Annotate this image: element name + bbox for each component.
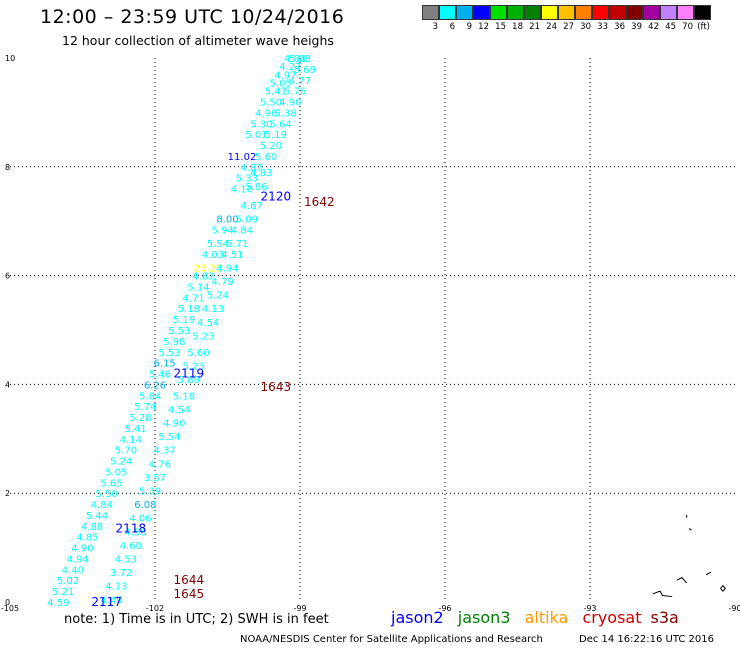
swh-value-label: 5.20	[260, 141, 282, 152]
swh-value-label: 4.59	[47, 598, 69, 609]
swh-value-label: 4.40	[62, 565, 84, 576]
swh-value-label: 3.72	[110, 568, 132, 579]
pass-number-label: 1642	[304, 195, 335, 209]
swh-value-label: 5.44	[86, 511, 108, 522]
swh-value-label: 5.41	[125, 424, 147, 435]
swh-value-label: 5.38	[274, 108, 296, 119]
coastline-segment	[706, 572, 711, 575]
swh-value-label: 5.19	[265, 130, 287, 141]
pass-number-label: 2117	[91, 595, 122, 609]
swh-value-label: 4.13	[105, 582, 127, 593]
swh-value-label: 6.15	[154, 359, 176, 370]
swh-value-label: 4.53	[115, 554, 137, 565]
swh-value-label: 4.54	[197, 318, 219, 329]
swh-value-label: 5.70	[115, 446, 137, 457]
swh-value-label: 5.24	[207, 291, 229, 302]
swh-value-label: 5.64	[270, 119, 292, 130]
swh-value-label: 5.53	[158, 348, 180, 359]
pass-number-label: 1643	[261, 380, 292, 394]
swh-value-label: 4.54	[168, 405, 190, 416]
swh-value-label: 4.60	[120, 541, 142, 552]
satellite-s3a: s3a	[651, 608, 679, 627]
y-tick-label: 2	[5, 489, 10, 498]
swh-value-label: 4.90	[163, 418, 185, 429]
swh-value-label: 5.50	[96, 489, 118, 500]
swh-value-label: 4.51	[221, 250, 243, 261]
y-tick-label: 10	[5, 54, 15, 63]
y-tick-label: 8	[5, 163, 10, 172]
swh-value-label: 4.90	[279, 98, 301, 109]
swh-value-label: 5.18	[178, 304, 200, 315]
swh-value-label: 5.09	[236, 214, 258, 225]
swh-value-label: 4.94	[67, 554, 89, 565]
credit-line: NOAA/NESDIS Center for Satellite Applica…	[240, 634, 543, 645]
swh-value-label: 5.21	[52, 587, 74, 598]
coastline-segment	[689, 529, 691, 531]
swh-value-label: 5.60	[255, 152, 277, 163]
swh-value-label: 5.18	[173, 391, 195, 402]
swh-value-label: 4.77	[289, 76, 311, 87]
swh-value-label: 5.46	[149, 370, 171, 381]
pass-number-label: 1644	[174, 573, 205, 587]
swh-value-label: 4.37	[154, 446, 176, 457]
swh-value-label: 6.26	[144, 380, 166, 391]
satellite-legend: jason2 jason3 altika cryosat s3a	[391, 608, 688, 627]
swh-value-label: 5.98	[163, 337, 185, 348]
swh-value-label: 5.54	[158, 432, 180, 443]
swh-value-label: 4.67	[241, 201, 263, 212]
swh-value-label: 6.08	[134, 500, 156, 511]
swh-value-label: 5.23	[192, 331, 214, 342]
swh-value-label: 5.74	[134, 402, 156, 413]
swh-value-label: 4.79	[212, 277, 234, 288]
swh-value-label: 4.76	[149, 459, 171, 470]
swh-value-label: 5.71	[226, 239, 248, 250]
coastline-segment	[653, 591, 672, 596]
swh-value-label: 4.94	[216, 263, 238, 274]
coastline-segment	[721, 586, 726, 591]
swh-value-label: 5.84	[139, 391, 161, 402]
pass-number-label: 1645	[174, 587, 205, 601]
swh-value-label: 5.24	[110, 457, 132, 468]
swh-value-label: 5.19	[173, 315, 195, 326]
y-tick-label: 6	[5, 272, 10, 281]
swh-value-label: 5.69	[294, 65, 316, 76]
swh-value-label: 4.90	[71, 544, 93, 555]
swh-value-label: 4.13	[202, 304, 224, 315]
y-tick-label: 0	[5, 598, 10, 607]
swh-value-label: 3.57	[144, 473, 166, 484]
swh-value-label: 5.28	[129, 413, 151, 424]
swh-value-label: 4.88	[81, 522, 103, 533]
swh-value-label: 5.65	[100, 478, 122, 489]
satellite-cryosat: cryosat	[582, 608, 641, 627]
pass-number-label: 2120	[261, 190, 292, 204]
swh-value-label: 5.05	[105, 467, 127, 478]
swh-value-label: 4.83	[250, 168, 272, 179]
swh-value-label: 5.53	[168, 326, 190, 337]
y-tick-label: 4	[5, 380, 10, 389]
swh-value-label: 5.60	[187, 348, 209, 359]
satellite-jason2: jason2	[391, 608, 444, 627]
swh-value-label: 5.39	[139, 486, 161, 497]
generated-timestamp: Dec 14 16:22:16 UTC 2016	[579, 634, 714, 645]
pass-number-label: 2119	[174, 367, 205, 381]
swh-value-label: 4.71	[183, 293, 205, 304]
coastline-segment	[677, 578, 687, 583]
swh-value-label: 5.02	[57, 576, 79, 587]
satellite-jason3: jason3	[458, 608, 511, 627]
swh-value-label: 4.84	[231, 225, 253, 236]
swh-value-label: 4.14	[120, 435, 142, 446]
satellite-altika: altika	[525, 608, 569, 627]
swh-value-label: 5.76	[284, 87, 306, 98]
swh-value-label: 4.85	[76, 533, 98, 544]
footer-note: note: 1) Time is in UTC; 2) SWH is in fe…	[64, 612, 329, 627]
x-tick-label: -90	[728, 604, 740, 613]
swh-value-label: 4.84	[91, 500, 113, 511]
pass-number-label: 2118	[116, 522, 147, 536]
swh-value-label: 11.02	[228, 152, 257, 163]
